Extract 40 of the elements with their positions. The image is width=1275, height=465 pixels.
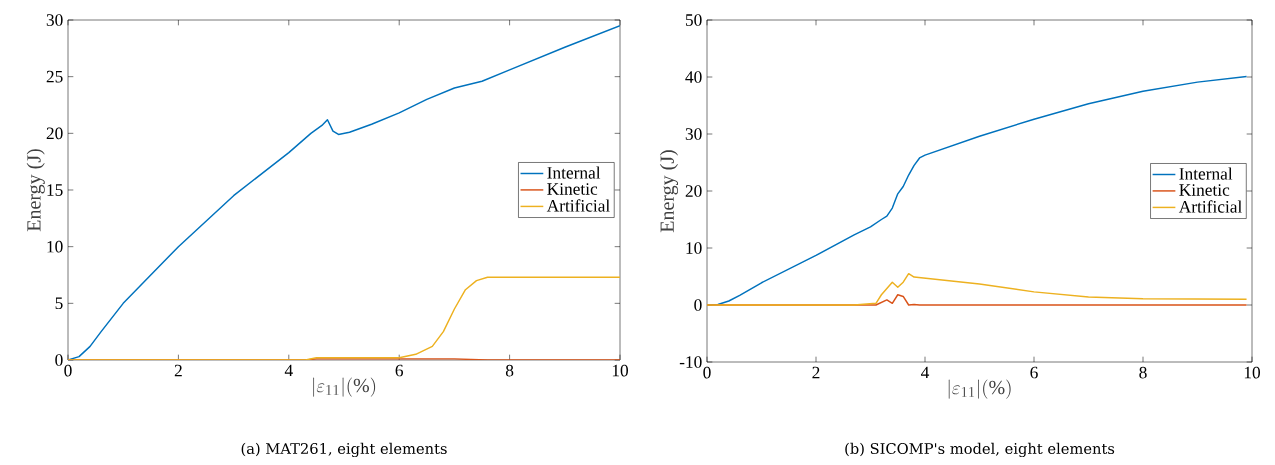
x-tick-label: 0 xyxy=(64,364,72,377)
legend-label: Kinetic xyxy=(1179,184,1230,196)
x-tick-label: 6 xyxy=(395,364,404,377)
line-series xyxy=(707,272,1248,306)
x-tick-label: 2 xyxy=(812,366,820,379)
text: (b) SICOMP's model, eight elements xyxy=(845,442,1115,458)
text: (a) MAT261, eight elements xyxy=(241,442,447,458)
x-tick-label: 8 xyxy=(1139,366,1147,379)
y-tick-label: 10 xyxy=(47,240,63,253)
y-tick-label: 15 xyxy=(47,184,63,196)
legend-label: Internal xyxy=(547,166,601,179)
y-tick-label: 5 xyxy=(55,297,63,310)
y-tick-label: 0 xyxy=(694,299,702,311)
y-tick-label: 30 xyxy=(46,14,63,26)
line-series xyxy=(68,24,620,360)
y-tick-label: 20 xyxy=(46,127,63,140)
x-tick-label: 8 xyxy=(505,364,514,377)
x-tick-label: 0 xyxy=(703,366,711,379)
y-tick-label: 40 xyxy=(685,71,702,83)
legend-label: Internal xyxy=(1179,167,1233,180)
y-tick-label: 25 xyxy=(46,70,63,83)
y-tick-label: 30 xyxy=(685,128,702,140)
x-tick-label: 6 xyxy=(1030,366,1038,379)
y-axis-title: Energy (J) xyxy=(659,150,679,233)
y-tick-label: 0 xyxy=(55,354,63,366)
y-axis-title: Energy (J) xyxy=(26,149,45,232)
y-tick-label: 20 xyxy=(685,185,702,197)
x-tick-label: 4 xyxy=(284,364,293,377)
x-tick-label: 4 xyxy=(921,366,930,379)
x-tick-label: 10 xyxy=(1244,366,1261,379)
x-axis-title: $|\varepsilon_{11}|(\%)$ xyxy=(948,379,1011,399)
y-tick-label: 50 xyxy=(685,14,702,26)
x-tick-label: 2 xyxy=(174,364,182,377)
y-tick-label: -10 xyxy=(679,356,702,368)
x-axis-title: $|\varepsilon_{11}|(\%)$ xyxy=(313,377,376,397)
y-tick-label: 10 xyxy=(686,242,702,254)
legend-label: Artificial xyxy=(546,199,610,212)
x-tick-label: 10 xyxy=(612,364,629,377)
legend-label: Kinetic xyxy=(547,183,598,195)
legend-label: Artificial xyxy=(1178,200,1242,213)
